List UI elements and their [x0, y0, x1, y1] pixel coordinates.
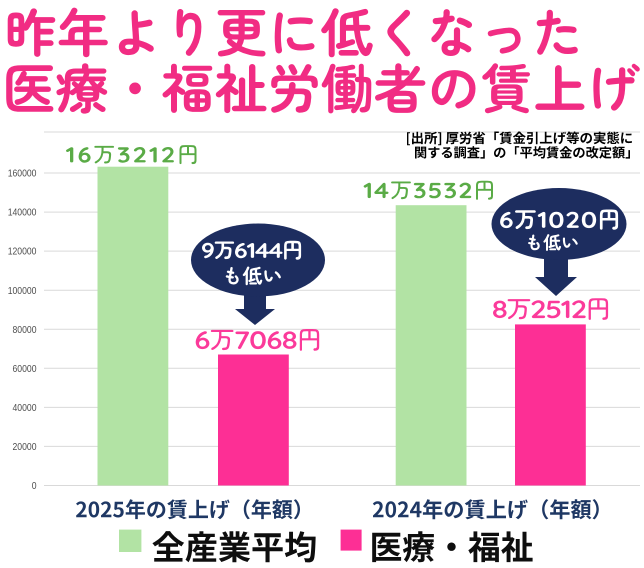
svg-text:160000: 160000 — [8, 169, 37, 180]
svg-text:80000: 80000 — [13, 325, 37, 336]
svg-text:100000: 100000 — [8, 286, 37, 297]
svg-text:140000: 140000 — [8, 208, 37, 219]
svg-text:40000: 40000 — [13, 403, 37, 414]
svg-text:0: 0 — [32, 481, 37, 492]
svg-text:120000: 120000 — [8, 247, 37, 258]
svg-text:60000: 60000 — [13, 364, 37, 375]
svg-text:20000: 20000 — [13, 442, 37, 453]
